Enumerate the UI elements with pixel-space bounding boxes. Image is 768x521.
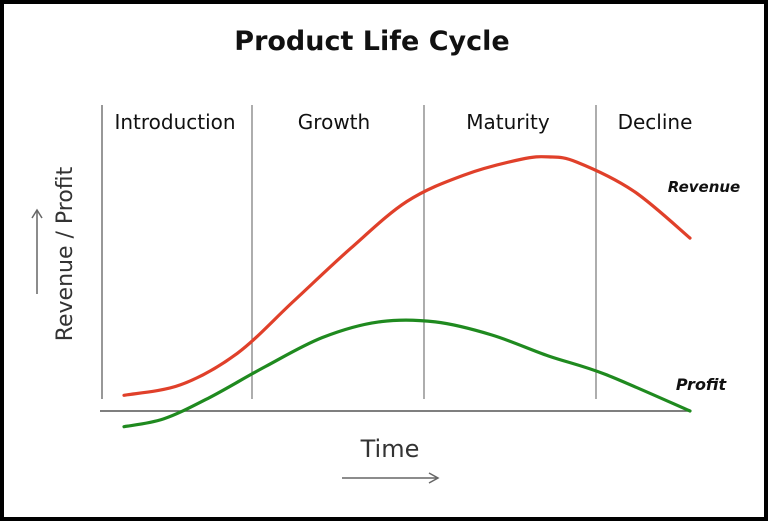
phase-labels: Introduction Growth Maturity Decline bbox=[114, 110, 692, 134]
product-life-cycle-chart: Product Life Cycle Introduction Growth Mat… bbox=[31, 26, 740, 484]
x-axis-arrow bbox=[342, 472, 440, 484]
phase-label-introduction: Introduction bbox=[114, 110, 235, 134]
profit-series-label: Profit bbox=[676, 375, 728, 394]
phase-label-decline: Decline bbox=[618, 110, 693, 134]
revenue-series-label: Revenue bbox=[668, 178, 740, 196]
phase-label-maturity: Maturity bbox=[466, 110, 550, 134]
phase-label-growth: Growth bbox=[298, 110, 370, 134]
profit-series-line bbox=[122, 318, 692, 429]
revenue-series-line bbox=[122, 155, 692, 397]
phase-dividers bbox=[101, 105, 597, 399]
y-axis-label: Revenue / Profit bbox=[53, 166, 78, 341]
x-axis-label: Time bbox=[360, 435, 420, 463]
y-axis-arrow bbox=[31, 208, 43, 294]
diagram-panel: Product Life Cycle Introduction Growth Mat… bbox=[4, 4, 764, 517]
chart-title: Product Life Cycle bbox=[234, 26, 509, 57]
